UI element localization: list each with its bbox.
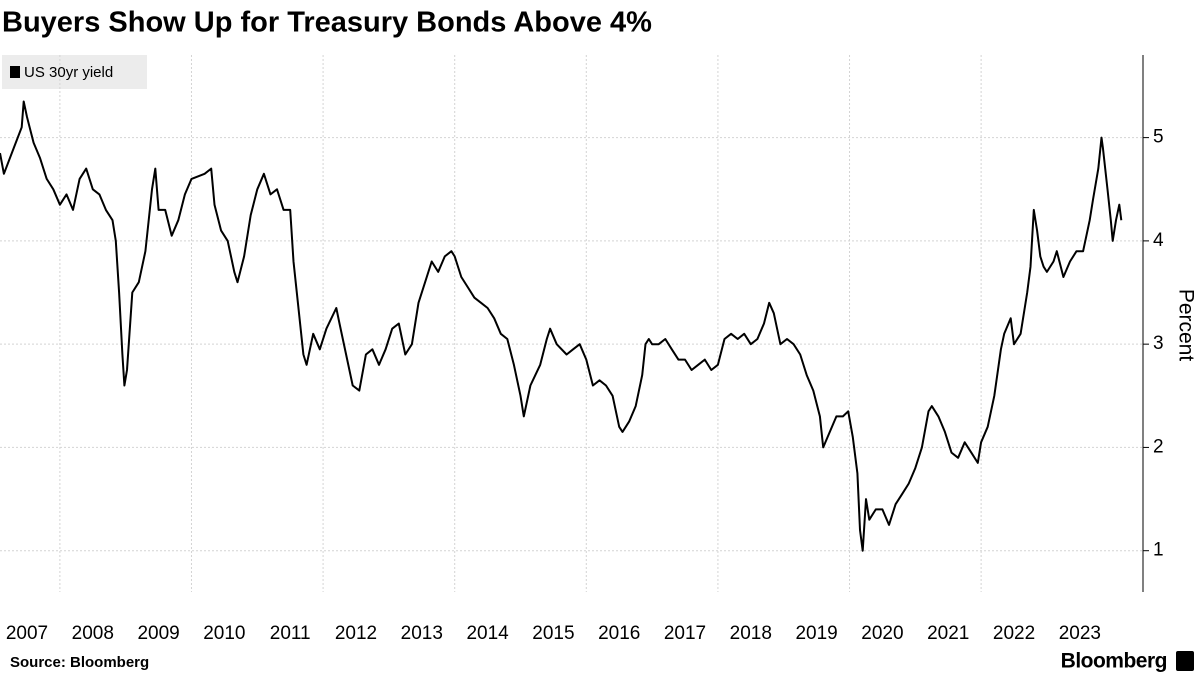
x-tick-label: 2012	[335, 623, 377, 644]
x-tick-label: 2015	[532, 623, 574, 644]
y-axis-label: Percent	[1174, 289, 1197, 362]
legend-box	[2, 55, 147, 89]
y-tick-label: 1	[1153, 540, 1164, 561]
x-tick-label: 2010	[203, 623, 245, 644]
x-tick-label: 2017	[664, 623, 706, 644]
source: Source: Bloomberg	[10, 654, 149, 671]
x-tick-label: 2022	[993, 623, 1035, 644]
series-line	[0, 100, 1123, 552]
legend-label: US 30yr yield	[24, 64, 113, 81]
brand: Bloomberg	[1061, 650, 1167, 673]
x-tick-label: 2019	[795, 623, 837, 644]
x-tick-label: 2016	[598, 623, 640, 644]
brand-icon	[1176, 651, 1194, 671]
x-tick-label: 2007	[6, 623, 48, 644]
x-tick-label: 2020	[861, 623, 903, 644]
x-tick-label: 2021	[927, 623, 969, 644]
x-tick-label: 2023	[1059, 623, 1101, 644]
x-tick-label: 2009	[137, 623, 179, 644]
x-tick-label: 2018	[730, 623, 772, 644]
legend-swatch	[10, 66, 20, 78]
y-tick-label: 2	[1153, 436, 1164, 457]
x-tick-label: 2008	[72, 623, 114, 644]
x-tick-label: 2014	[466, 623, 509, 644]
y-tick-label: 5	[1153, 127, 1164, 148]
chart-title: Buyers Show Up for Treasury Bonds Above …	[2, 7, 652, 39]
y-tick-label: 3	[1153, 333, 1164, 354]
x-tick-label: 2013	[401, 623, 443, 644]
y-tick-label: 4	[1153, 230, 1164, 251]
x-tick-label: 2011	[270, 623, 311, 644]
